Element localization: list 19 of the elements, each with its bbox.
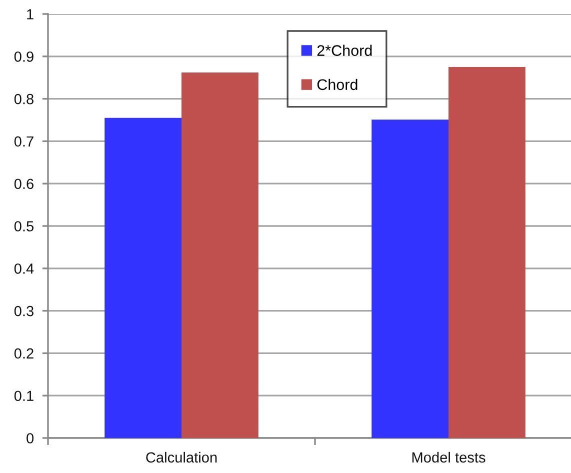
y-tick-label: 0.1 — [14, 390, 34, 402]
bar — [448, 67, 526, 438]
bar — [372, 120, 448, 438]
y-tick-label: 0.4 — [14, 264, 34, 274]
y-tick-label: 0.2 — [14, 348, 34, 359]
y-tick-label: 0.5 — [14, 221, 34, 232]
y-tick-label: 0.3 — [14, 306, 34, 316]
legend-label: 2*Chord — [317, 44, 372, 56]
y-tick-label: 1 — [27, 9, 34, 20]
bar — [182, 72, 258, 438]
y-tick-label: 0.9 — [14, 52, 34, 62]
y-tick-label: 0 — [26, 433, 34, 444]
legend-label: Chord — [317, 78, 358, 90]
x-tick-label: Model tests — [412, 452, 486, 463]
y-tick-label: 0.7 — [14, 136, 34, 147]
bar — [104, 118, 182, 438]
y-tick-label: 0.8 — [14, 94, 34, 104]
x-tick-label: Calculation — [146, 452, 217, 463]
y-tick-label: 0.6 — [14, 178, 34, 190]
